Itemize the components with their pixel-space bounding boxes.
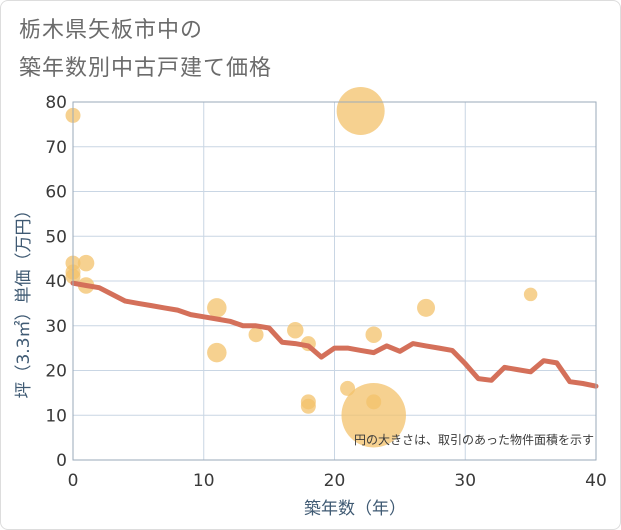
x-tick-label: 20 [324,471,346,491]
x-tick-label: 30 [454,471,476,491]
x-axis-ticks: 0 10 20 30 40 [68,471,607,491]
y-axis-ticks: 0 10 20 30 40 50 60 70 80 [45,93,67,471]
bubble [365,326,382,343]
y-axis-label: 坪（3.3㎡）単価（万円） [14,201,34,398]
bubble [417,298,436,317]
chart-title-line1: 栃木県矢板市中の [19,18,204,43]
trend-line [70,280,599,389]
y-tick-label: 40 [45,272,67,292]
bubble-series [65,86,538,448]
y-tick-label: 0 [56,451,67,471]
chart-title-line2: 築年数別中古戸建て価格 [19,56,273,81]
y-tick-label: 60 [45,183,67,203]
y-tick-label: 10 [45,406,67,426]
y-tick-label: 70 [45,138,67,158]
x-tick-label: 10 [193,471,215,491]
bubble [207,298,227,318]
plot-frame [72,101,597,461]
bubble [300,398,316,414]
bubble [341,383,406,448]
x-tick-label: 0 [68,471,79,491]
bubble [523,287,538,302]
y-tick-label: 80 [45,93,67,113]
y-tick-label: 50 [45,227,67,247]
x-tick-label: 40 [585,471,607,491]
bubble [287,321,304,339]
y-tick-label: 20 [45,362,67,382]
bubble [77,254,95,272]
bubble [207,342,227,363]
size-note: 円の大きさは、取引のあった物件面積を示す [354,432,594,447]
y-tick-label: 30 [45,317,67,337]
bubble [248,327,264,343]
x-axis-label: 築年数（年） [304,499,406,519]
bubble [336,86,385,135]
